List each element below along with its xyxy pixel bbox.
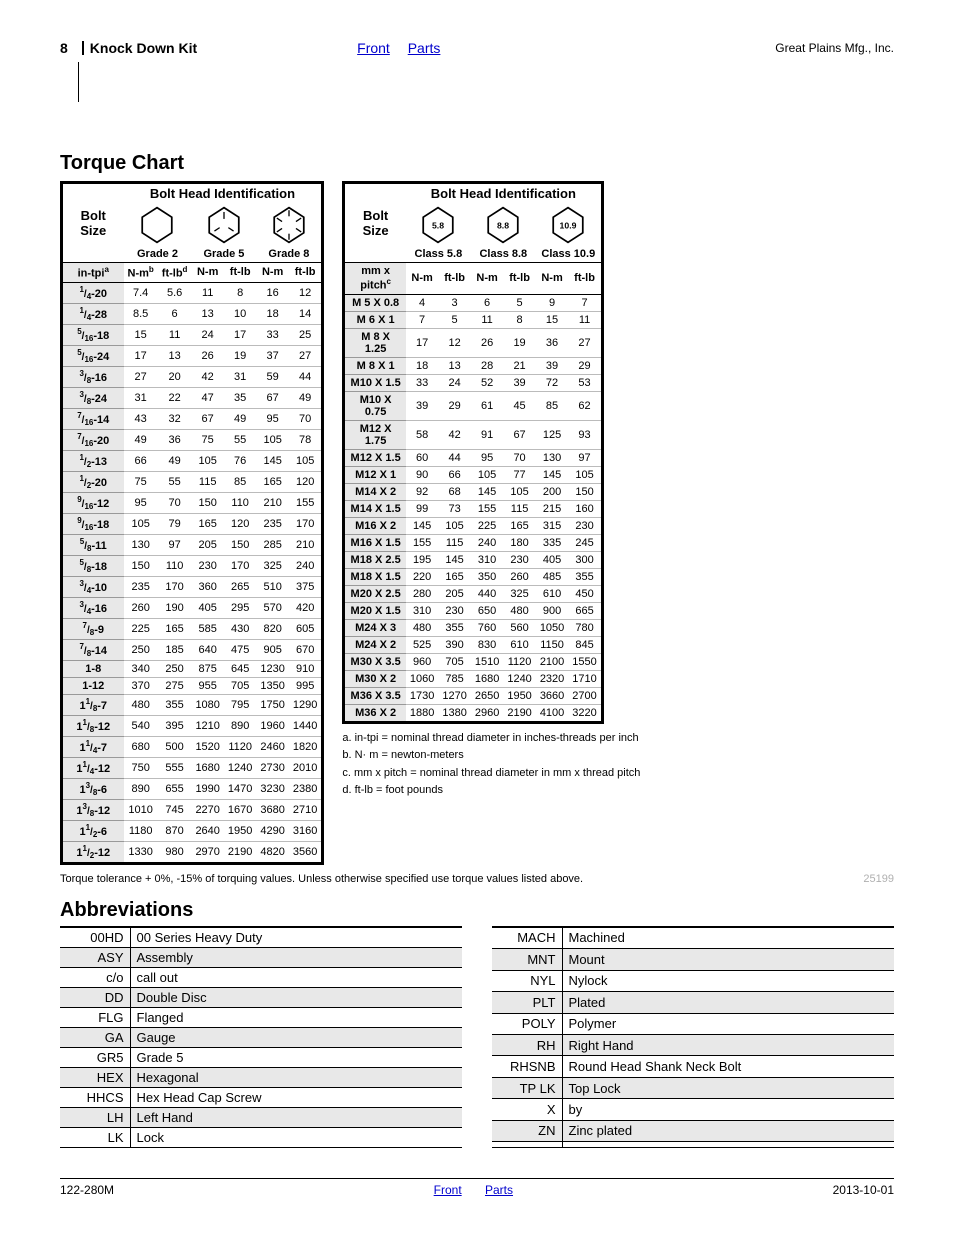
table-row: M12 X 1.755842916712593 [344, 420, 602, 449]
header-divider [82, 41, 84, 55]
abbrev-table-right: MACHMachinedMNTMountNYLNylockPLTPlatedPO… [492, 926, 894, 1148]
table-row: RHSNBRound Head Shank Neck Bolt [492, 1056, 894, 1077]
table-row: RHRight Hand [492, 1034, 894, 1055]
table-row: DDDouble Disc [60, 987, 462, 1007]
table-row: 3/8-16272042315944 [62, 366, 323, 387]
table-row: MACHMachined [492, 927, 894, 949]
table-row: 1-123702759557051350995 [62, 677, 323, 694]
table-row: HEXHexagonal [60, 1067, 462, 1087]
table-row: Xby [492, 1099, 894, 1120]
nav-front-link[interactable]: Front [357, 40, 390, 56]
table-row: PLTPlated [492, 992, 894, 1013]
table-row: M12 X 1.56044957013097 [344, 449, 602, 466]
table-row: 11/8-7480355108079517501290 [62, 694, 323, 715]
table-row: 7/8-14250185640475905670 [62, 639, 323, 660]
table-row: M14 X 1.59973155115215160 [344, 500, 602, 517]
table-row: 7/16-204936755510578 [62, 429, 323, 450]
table-row: M12 X 1906610577145105 [344, 466, 602, 483]
footer-parts-link[interactable]: Parts [485, 1183, 513, 1197]
header-nav: Front Parts [357, 40, 454, 56]
torque-table-metric: BoltSizeBolt Head Identification5.8Class… [342, 181, 603, 724]
table-row: GR5Grade 5 [60, 1047, 462, 1067]
torque-table-imperial: BoltSizeBolt Head IdentificationGrade 2G… [60, 181, 324, 865]
table-row: M14 X 29268145105200150 [344, 483, 602, 500]
table-row: 11/4-127505551680124027302010 [62, 757, 323, 778]
table-row: M36 X 3.5173012702650195036602700 [344, 687, 602, 704]
code-number: 25199 [863, 873, 894, 885]
table-row: M 5 X 0.8436597 [344, 294, 602, 311]
table-row: M24 X 34803557605601050780 [344, 619, 602, 636]
table-row: M18 X 1.5220165350260485355 [344, 568, 602, 585]
table-row: M30 X 3.59607051510112021001550 [344, 653, 602, 670]
torque-chart-heading: Torque Chart [60, 152, 894, 175]
table-row: 5/8-1113097205150285210 [62, 534, 323, 555]
footer: 122-280M Front Parts 2013-10-01 [60, 1178, 894, 1197]
table-row: NYLNylock [492, 970, 894, 991]
table-row: 11/8-12540395121089019601440 [62, 715, 323, 736]
svg-text:8.8: 8.8 [497, 220, 509, 230]
page-number: 8 [60, 40, 68, 56]
table-row: 1/4-207.45.61181612 [62, 282, 323, 303]
table-row: M18 X 2.5195145310230405300 [344, 551, 602, 568]
nav-parts-link[interactable]: Parts [408, 40, 441, 56]
table-row: 5/8-18150110230170325240 [62, 555, 323, 576]
table-row: 7/8-9225165585430820605 [62, 618, 323, 639]
company-name: Great Plains Mfg., Inc. [775, 41, 894, 55]
table-row: GAGauge [60, 1027, 462, 1047]
footer-front-link[interactable]: Front [434, 1183, 462, 1197]
table-row: 3/8-24312247356749 [62, 387, 323, 408]
table-row: 1/4-288.5613101814 [62, 303, 323, 324]
table-row: HHCSHex Head Cap Screw [60, 1087, 462, 1107]
table-row: 3/4-10235170360265510375 [62, 576, 323, 597]
table-row: 11/4-76805001520112024601820 [62, 736, 323, 757]
table-row: LHLeft Hand [60, 1107, 462, 1127]
table-row: 5/16-18151124173325 [62, 324, 323, 345]
abbrev-table-left: 00HD00 Series Heavy DutyASYAssemblyc/oca… [60, 926, 462, 1148]
table-row: c/ocall out [60, 967, 462, 987]
table-row: 11/2-1213309802970219048203560 [62, 841, 323, 863]
table-row: 3/4-16260190405295570420 [62, 597, 323, 618]
tolerance-note: Torque tolerance + 0%, -15% of torquing … [60, 873, 894, 885]
table-row: M16 X 2145105225165315230 [344, 517, 602, 534]
torque-footnotes: a. in-tpi = nominal thread diameter in i… [342, 730, 894, 800]
table-row: M24 X 25253908306101150845 [344, 636, 602, 653]
abbreviations: 00HD00 Series Heavy DutyASYAssemblyc/oca… [60, 926, 894, 1148]
table-row [492, 1142, 894, 1147]
table-row: 00HD00 Series Heavy Duty [60, 927, 462, 948]
table-row: M36 X 2188013802960219041003220 [344, 704, 602, 722]
footer-date: 2013-10-01 [833, 1183, 894, 1197]
table-row: 5/16-24171326193727 [62, 345, 323, 366]
table-row: TP LKTop Lock [492, 1077, 894, 1098]
table-row: 13/8-1210107452270167036802710 [62, 799, 323, 820]
doc-title: Knock Down Kit [90, 40, 197, 56]
table-row: 1-83402508756451230910 [62, 660, 323, 677]
table-row: M10 X 0.75392961458562 [344, 391, 602, 420]
abbreviations-heading: Abbreviations [60, 899, 894, 922]
table-row: POLYPolymer [492, 1013, 894, 1034]
table-row: M16 X 1.5155115240180335245 [344, 534, 602, 551]
table-row: 7/16-14433267499570 [62, 408, 323, 429]
table-row: ASYAssembly [60, 947, 462, 967]
svg-text:10.9: 10.9 [560, 220, 577, 230]
torque-chart: BoltSizeBolt Head IdentificationGrade 2G… [60, 181, 894, 865]
table-row: LKLock [60, 1127, 462, 1147]
table-row: 13/8-68906551990147032302380 [62, 778, 323, 799]
table-row: M30 X 210607851680124023201710 [344, 670, 602, 687]
table-row: M 6 X 1751181511 [344, 311, 602, 328]
table-row: M 8 X 1.25171226193627 [344, 328, 602, 357]
table-row: FLGFlanged [60, 1007, 462, 1027]
table-row: 9/16-129570150110210155 [62, 492, 323, 513]
table-row: M 8 X 1181328213929 [344, 357, 602, 374]
table-row: MNTMount [492, 949, 894, 970]
table-row: M20 X 1.5310230650480900665 [344, 602, 602, 619]
table-row: 11/2-611808702640195042903160 [62, 820, 323, 841]
footer-doc-code: 122-280M [60, 1183, 114, 1197]
table-row: M20 X 2.5280205440325610450 [344, 585, 602, 602]
table-row: 1/2-13664910576145105 [62, 450, 323, 471]
table-row: M10 X 1.5332452397253 [344, 374, 602, 391]
table-row: 1/2-20755511585165120 [62, 471, 323, 492]
table-row: ZNZinc plated [492, 1120, 894, 1141]
table-row: 9/16-1810579165120235170 [62, 513, 323, 534]
svg-text:5.8: 5.8 [432, 220, 444, 230]
